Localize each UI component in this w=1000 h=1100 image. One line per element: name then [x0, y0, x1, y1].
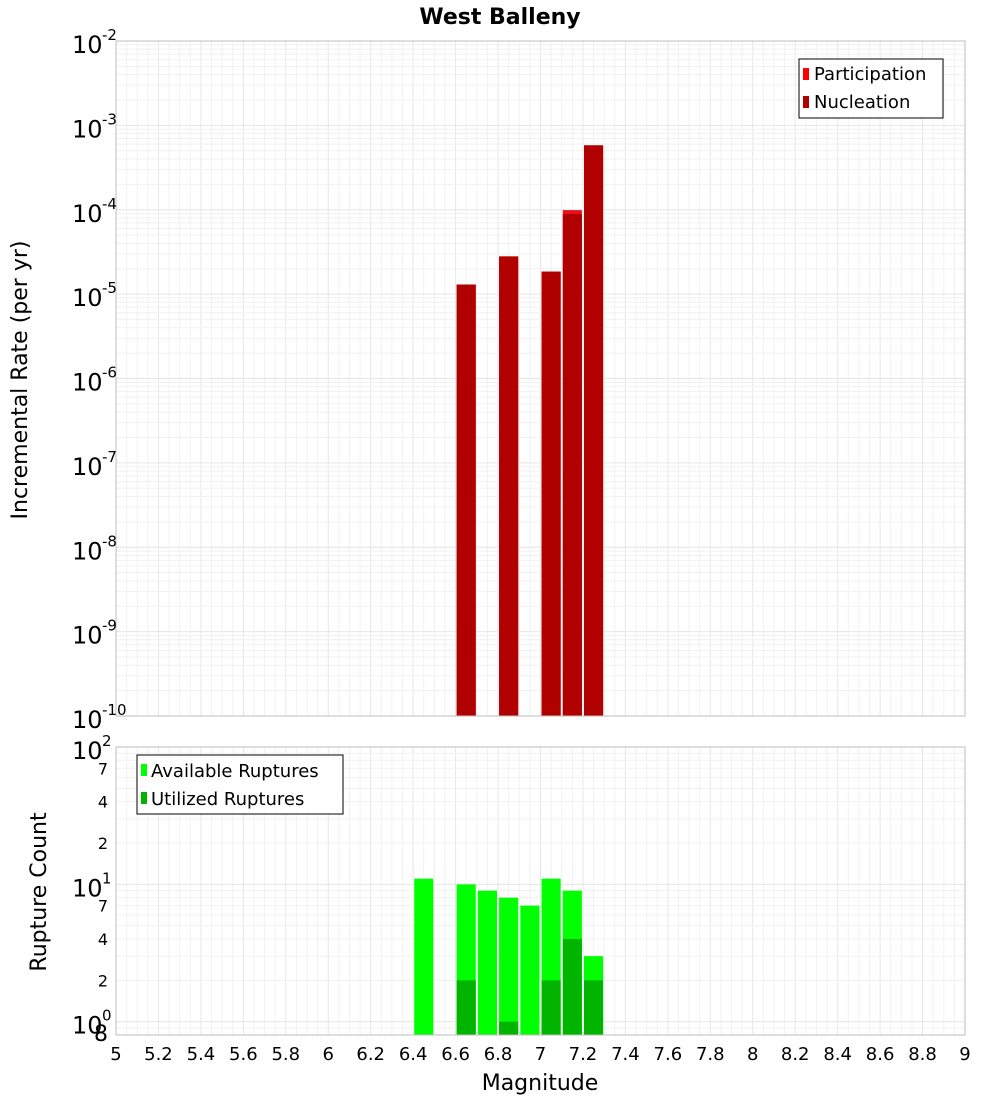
- x-tick-label-15: 8: [747, 1044, 758, 1065]
- top-plot-bars: [456, 145, 604, 717]
- rate-y-tick-exp-6: -4: [102, 195, 117, 213]
- x-tick-label-0: 5: [110, 1044, 121, 1065]
- rate-y-tick-base-2: 10: [72, 537, 103, 565]
- rate-bar-nucleation-0: [456, 284, 476, 716]
- rate-y-tick-exp-4: -6: [102, 364, 117, 382]
- x-tick-labels: 5 5.2 5.4 5.6 5.8 6 6.2 6.4 6.6 6.8 7 7.2 7.4 7.6 7.8 8…: [110, 1044, 970, 1065]
- x-tick-label-6: 6.2: [356, 1044, 385, 1065]
- count-y-tick-base-2: 10: [72, 737, 103, 765]
- x-tick-label-1: 5.2: [144, 1044, 173, 1065]
- count-y-tick-base-1: 10: [72, 874, 103, 902]
- rate-y-tick-exp-8: -2: [102, 26, 117, 44]
- top-plot-frame: [115, 40, 966, 717]
- count-y-minor-tick-1: 2: [98, 971, 108, 990]
- rate-y-tick-base-0: 10: [72, 706, 103, 734]
- x-tick-label-18: 8.6: [866, 1044, 895, 1065]
- rate-y-tick-exp-7: -3: [102, 110, 117, 128]
- legend-swatch-participation: [803, 68, 809, 80]
- x-tick-label-3: 5.6: [229, 1044, 258, 1065]
- count-y-tick-exp-2: 2: [102, 732, 112, 750]
- rate-y-tick-base-5: 10: [72, 284, 103, 312]
- rate-y-tick-exp-0: -10: [102, 701, 127, 719]
- legend-label-nucleation: Nucleation: [814, 92, 910, 113]
- bottom-plot-bars: [414, 878, 604, 1035]
- top-plot-grid: [115, 40, 966, 717]
- rate-y-tick-exp-2: -8: [102, 532, 117, 550]
- count-bar-available-ruptures-0: [414, 878, 434, 1035]
- count-y-minor-tick-4: 2: [98, 834, 108, 853]
- count-bar-utilized-ruptures-0: [456, 980, 476, 1035]
- legend-label-utilized-ruptures: Utilized Ruptures: [151, 789, 304, 810]
- rate-y-tick-base-8: 10: [72, 31, 103, 59]
- x-tick-label-10: 7: [535, 1044, 546, 1065]
- bottom-plot-frame: [115, 746, 966, 1036]
- top-legend: Participation Nucleation: [798, 58, 944, 119]
- rate-bar-nucleation-4: [584, 145, 604, 717]
- count-bar-available-ruptures-3: [499, 897, 519, 1035]
- x-axis-label: Magnitude: [482, 1071, 599, 1096]
- bottom-legend: Available Ruptures Utilized Ruptures: [136, 754, 344, 815]
- rate-y-tick-base-4: 10: [72, 369, 103, 397]
- x-tick-label-5: 6: [323, 1044, 334, 1065]
- rate-y-tick-base-7: 10: [72, 115, 103, 143]
- legend-swatch-available-ruptures: [141, 764, 147, 776]
- legend-label-available-ruptures: Available Ruptures: [151, 761, 319, 782]
- x-tick-label-14: 7.8: [696, 1044, 725, 1065]
- count-y-minor-tick-3: 7: [98, 897, 108, 916]
- count-y-minor-tick-5: 4: [98, 793, 108, 812]
- rate-bar-nucleation-2: [541, 271, 561, 716]
- chart-title: West Balleny: [419, 5, 580, 30]
- legend-swatch-utilized-ruptures: [141, 792, 147, 804]
- top-legend-box: [798, 58, 944, 119]
- x-tick-label-17: 8.4: [823, 1044, 852, 1065]
- rate-y-tick-base-1: 10: [72, 622, 103, 650]
- legend-swatch-nucleation: [803, 96, 809, 108]
- x-tick-label-12: 7.4: [611, 1044, 640, 1065]
- bottom-legend-box: [136, 754, 344, 815]
- legend-label-participation: Participation: [814, 64, 926, 85]
- rate-bar-nucleation-3: [562, 214, 582, 717]
- x-tick-label-7: 6.4: [399, 1044, 428, 1065]
- count-y-minor-tick-2: 4: [98, 930, 108, 949]
- rate-y-tick-exp-3: -7: [102, 448, 117, 466]
- bottom-y-axis-label: Rupture Count: [27, 812, 52, 972]
- x-tick-label-8: 6.6: [441, 1044, 470, 1065]
- x-tick-label-11: 7.2: [569, 1044, 598, 1065]
- x-tick-label-19: 8.8: [908, 1044, 937, 1065]
- x-tick-label-20: 9: [959, 1044, 970, 1065]
- rate-y-tick-base-6: 10: [72, 200, 103, 228]
- x-tick-label-16: 8.2: [781, 1044, 810, 1065]
- x-tick-label-13: 7.6: [654, 1044, 683, 1065]
- count-bar-available-ruptures-2: [477, 890, 497, 1035]
- x-tick-label-9: 6.8: [484, 1044, 513, 1065]
- rate-y-tick-exp-5: -5: [102, 279, 117, 297]
- count-bar-utilized-ruptures-4: [584, 980, 604, 1035]
- count-y-tick-exp-1: 1: [102, 869, 112, 887]
- count-y-minor-tick-0: 8: [94, 1022, 108, 1047]
- rate-bar-nucleation-1: [499, 256, 519, 716]
- count-bar-utilized-ruptures-3: [562, 939, 582, 1035]
- count-y-minor-tick-6: 7: [98, 759, 108, 778]
- top-y-axis-label: Incremental Rate (per yr): [8, 241, 33, 520]
- count-bar-available-ruptures-4: [520, 905, 540, 1035]
- x-tick-label-4: 5.8: [271, 1044, 300, 1065]
- rate-y-tick-base-3: 10: [72, 453, 103, 481]
- count-bar-utilized-ruptures-1: [499, 1021, 519, 1035]
- x-tick-label-2: 5.4: [187, 1044, 216, 1065]
- count-bar-utilized-ruptures-2: [541, 980, 561, 1035]
- count-y-tick-exp-0: 0: [102, 1007, 112, 1025]
- count-y-tick-base-0: 10: [72, 1012, 103, 1040]
- rate-y-tick-exp-1: -9: [102, 617, 117, 635]
